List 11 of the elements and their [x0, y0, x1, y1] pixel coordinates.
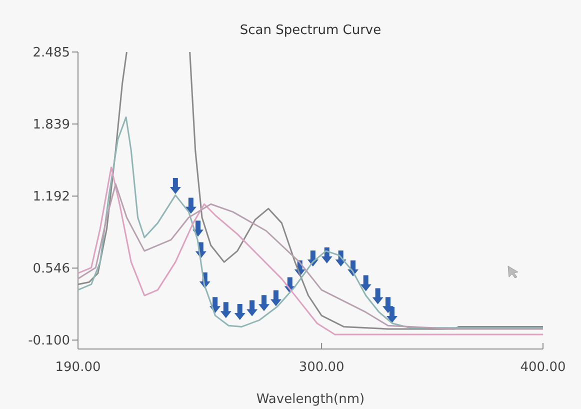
- chart-title: Scan Spectrum Curve: [240, 23, 382, 38]
- x-tick-label: 190.00: [55, 360, 101, 375]
- line-series: [77, 116, 544, 329]
- y-tick-label: 0.546: [32, 262, 70, 277]
- x-tick-label: 400.00: [520, 360, 566, 375]
- x-tick-label: 300.00: [298, 360, 344, 375]
- y-tick-label: 1.839: [32, 118, 70, 133]
- y-tick-label: -0.100: [28, 334, 70, 349]
- y-tick-label: 1.192: [32, 190, 70, 205]
- x-axis-title: Wavelength(nm): [256, 392, 365, 407]
- y-tick-label: 2.485: [32, 46, 70, 61]
